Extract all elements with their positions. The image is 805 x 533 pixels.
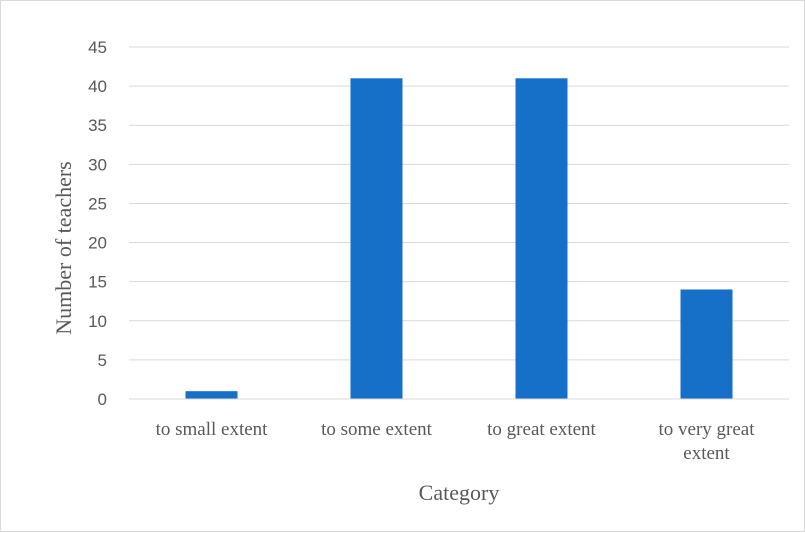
y-tick-label: 0 — [98, 390, 107, 409]
bar-3 — [680, 289, 733, 399]
x-category-label-line: to great extent — [487, 419, 596, 440]
y-tick-label: 5 — [98, 351, 107, 370]
y-axis-ticks: 0 5 10 15 20 25 30 35 40 45 — [88, 38, 107, 409]
x-category-label-line: to some extent — [321, 419, 433, 440]
y-tick-label: 10 — [88, 312, 107, 331]
x-category-label: to some extent — [321, 419, 433, 440]
x-axis-title: Category — [419, 480, 500, 505]
x-axis-category-labels: to small extent to some extent to great ex… — [156, 419, 756, 464]
bar-2 — [515, 78, 568, 400]
gridlines — [129, 46, 789, 400]
x-category-label-line: extent — [683, 443, 730, 464]
x-category-label: to very great extent — [658, 419, 755, 464]
y-axis-title: Number of teachers — [51, 161, 76, 334]
bar-0 — [185, 391, 238, 399]
x-category-label: to great extent — [487, 419, 596, 440]
y-tick-label: 30 — [88, 155, 107, 174]
x-category-label-line: to very great — [658, 419, 755, 440]
x-category-label: to small extent — [156, 419, 269, 440]
y-tick-label: 45 — [88, 38, 107, 57]
y-tick-label: 40 — [88, 77, 107, 96]
y-tick-label: 25 — [88, 194, 107, 213]
y-tick-label: 35 — [88, 116, 107, 135]
y-tick-label: 15 — [88, 273, 107, 292]
bar-1 — [350, 78, 403, 400]
y-tick-label: 20 — [88, 234, 107, 253]
bars — [185, 78, 733, 400]
x-category-label-line: to small extent — [156, 419, 269, 440]
